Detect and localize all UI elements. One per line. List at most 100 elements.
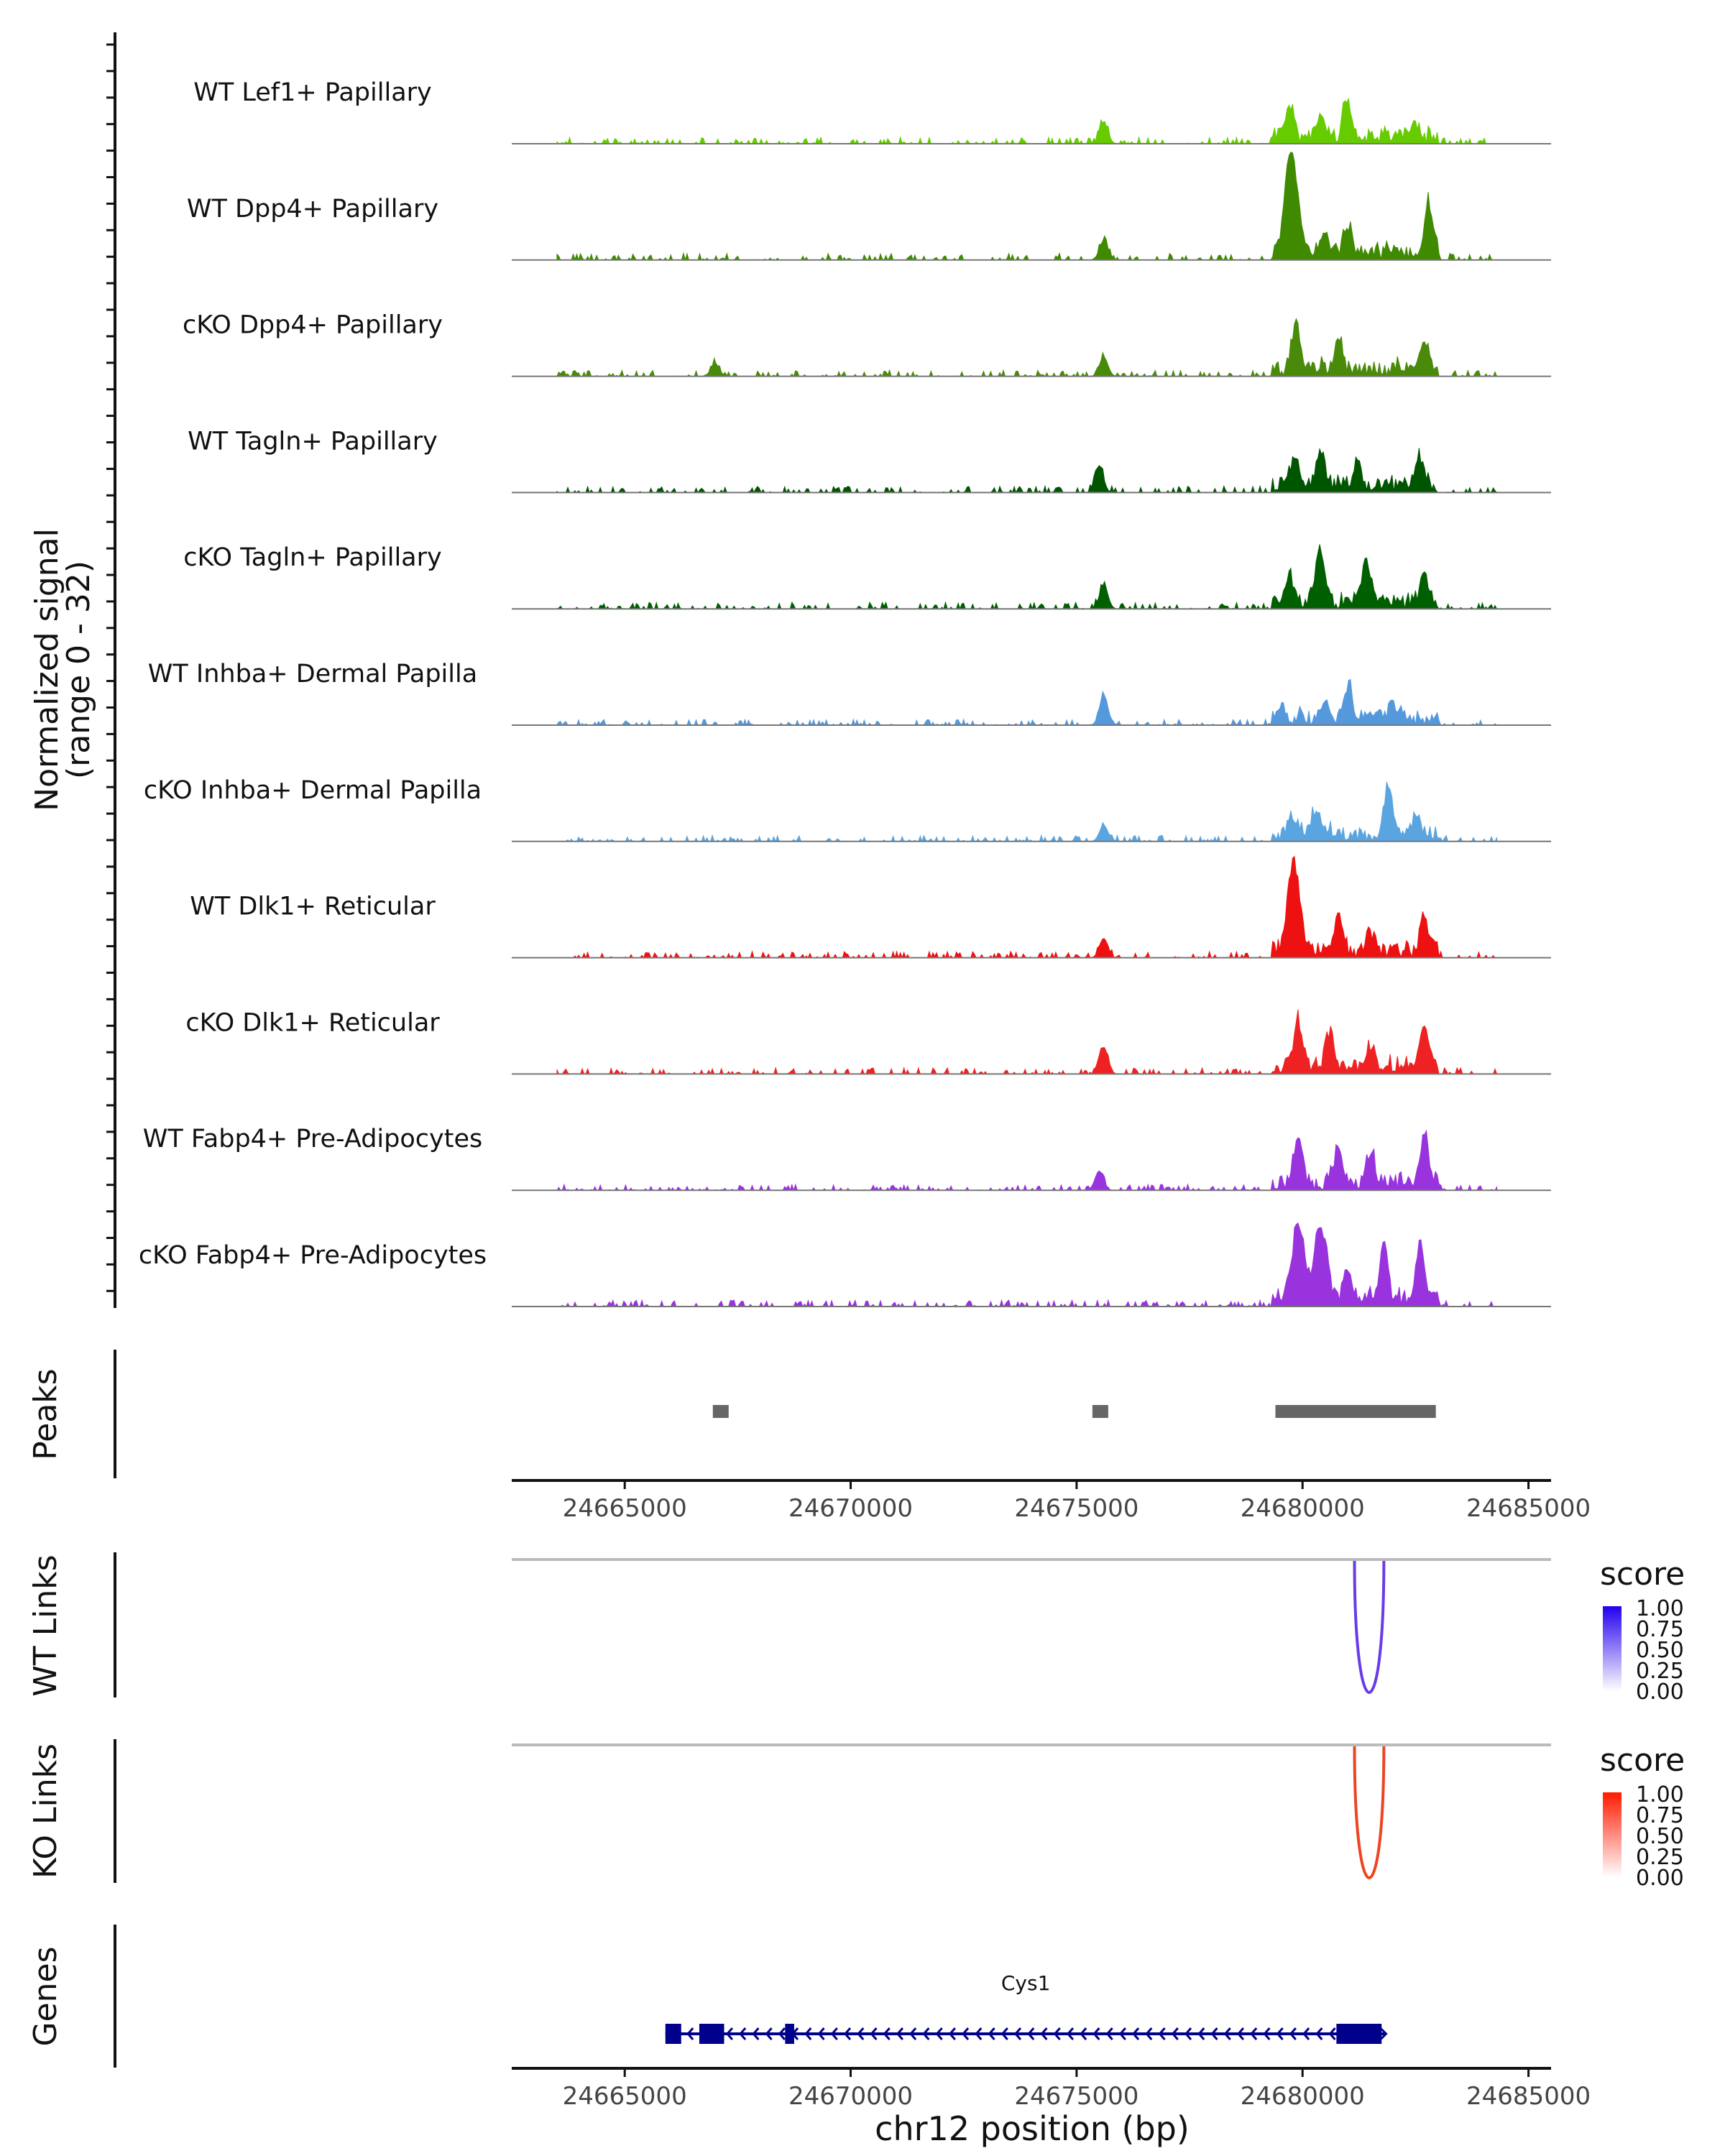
- ko-legend-colorbar: [1603, 1792, 1622, 1877]
- track-label-2: WT Dpp4+ Papillary: [187, 195, 438, 224]
- strand-arrow: [1105, 2027, 1113, 2040]
- ko-link-arc: [1353, 1746, 1386, 1879]
- gene-exon-2: [699, 2024, 724, 2044]
- track-label-9: cKO Dlk1+ Reticular: [185, 1008, 440, 1037]
- strand-arrow: [1315, 2027, 1323, 2040]
- x-ticks-top: 24665000 24670000 24675000 24680000 24685000: [563, 1480, 1591, 1523]
- strand-arrow: [1014, 2027, 1022, 2040]
- coverage-track-4: WT Tagln+ Papillary: [188, 427, 1551, 494]
- genes-label: Genes: [27, 1946, 64, 2046]
- strand-arrow: [883, 2027, 891, 2040]
- gene-model-cys1: [665, 2024, 1388, 2044]
- strand-arrow: [870, 2027, 878, 2040]
- track-label-6: WT Inhba+ Dermal Papilla: [148, 660, 477, 688]
- strand-arrow: [1118, 2027, 1126, 2040]
- strand-arrow: [1263, 2027, 1271, 2040]
- x-tick-label-top-4: 24680000: [1241, 1494, 1365, 1523]
- x-tick-label-bottom-4: 24680000: [1241, 2082, 1365, 2111]
- strand-arrow: [1197, 2027, 1205, 2040]
- ko-legend-tick-1: 0.75: [1636, 1803, 1684, 1828]
- ko-legend-title: score: [1600, 1742, 1685, 1779]
- x-axis-title: chr12 position (bp): [875, 2109, 1190, 2148]
- wt-links-panel: WT Links score 1.00 0.75 0.50 0.25 0.00: [27, 1552, 1685, 1705]
- strand-arrow: [1250, 2027, 1258, 2040]
- x-tick-label-bottom-5: 24685000: [1466, 2082, 1591, 2111]
- strand-arrow: [1080, 2027, 1087, 2040]
- strand-arrow: [1158, 2027, 1166, 2040]
- x-tick-label-bottom-3: 24675000: [1014, 2082, 1138, 2111]
- strand-arrow: [725, 2027, 734, 2040]
- wt-legend-tick-3: 0.25: [1636, 1659, 1684, 1684]
- track-label-11: cKO Fabp4+ Pre-Adipocytes: [139, 1241, 487, 1270]
- peak-region-1: [712, 1405, 729, 1418]
- strand-arrow: [909, 2027, 917, 2040]
- ko-legend-tick-4: 0.00: [1636, 1866, 1684, 1891]
- coverage-area-6: [556, 678, 1499, 727]
- coverage-area-11: [556, 1222, 1497, 1308]
- peak-regions: [712, 1405, 1436, 1418]
- coverage-tracks: WT Lef1+ Papillary WT Dpp4+ Papillary cKO …: [139, 78, 1551, 1308]
- wt-link-arc: [1353, 1560, 1386, 1694]
- coverage-track-9: cKO Dlk1+ Reticular: [185, 1008, 1551, 1075]
- gene-name-label: Cys1: [1001, 1971, 1051, 1995]
- ko-legend-tick-0: 1.00: [1636, 1782, 1684, 1807]
- coverage-area-2: [556, 152, 1497, 262]
- coverage-area-3: [556, 318, 1498, 378]
- strand-arrow: [988, 2027, 995, 2040]
- coverage-track-1: WT Lef1+ Papillary: [193, 78, 1551, 145]
- strand-arrow: [1184, 2027, 1192, 2040]
- track-label-7: cKO Inhba+ Dermal Papilla: [144, 776, 482, 805]
- coverage-area-10: [556, 1129, 1498, 1192]
- strand-arrow: [1027, 2027, 1035, 2040]
- genes-panel: Genes Cys1 24665000 24670000 24675000 24680…: [27, 1925, 1591, 2148]
- strand-arrow: [962, 2027, 970, 2040]
- coverage-ylabel-line1: Normalized signal: [29, 528, 65, 811]
- gene-exon-4: [1336, 2024, 1382, 2044]
- peak-region-3: [1275, 1405, 1436, 1418]
- track-label-10: WT Fabp4+ Pre-Adipocytes: [143, 1125, 482, 1153]
- coverage-area-9: [556, 1009, 1498, 1075]
- strand-arrow: [1223, 2027, 1231, 2040]
- wt-legend-title: score: [1600, 1556, 1685, 1593]
- gene-exon-3: [785, 2024, 794, 2044]
- wt-legend-tick-4: 0.00: [1636, 1680, 1684, 1705]
- coverage-y-ticks: [106, 43, 115, 1292]
- strand-arrow: [686, 2027, 694, 2040]
- track-label-4: WT Tagln+ Papillary: [188, 427, 438, 456]
- x-tick-label-top-5: 24685000: [1466, 1494, 1591, 1523]
- strand-arrow: [1040, 2027, 1048, 2040]
- strand-arrow: [975, 2027, 983, 2040]
- strand-arrow: [1302, 2027, 1310, 2040]
- strand-arrow: [1289, 2027, 1297, 2040]
- x-tick-label-top-2: 24670000: [788, 1494, 913, 1523]
- strand-arrow: [1276, 2027, 1284, 2040]
- track-label-5: cKO Tagln+ Papillary: [183, 543, 442, 572]
- peak-region-2: [1092, 1405, 1108, 1418]
- strand-arrow: [765, 2027, 773, 2040]
- gene-end-arrow: [1376, 2024, 1388, 2044]
- strand-arrow: [857, 2027, 865, 2040]
- strand-arrow: [804, 2027, 812, 2040]
- coverage-panel: Normalized signal (range 0 - 32) WT Lef1…: [29, 32, 1551, 1308]
- strand-arrow: [1053, 2027, 1061, 2040]
- coverage-area-8: [556, 855, 1497, 959]
- ko-legend-tick-3: 0.25: [1636, 1845, 1684, 1870]
- coverage-track-10: WT Fabp4+ Pre-Adipocytes: [143, 1125, 1551, 1192]
- strand-arrow: [752, 2027, 760, 2040]
- strand-arrow: [843, 2027, 852, 2040]
- x-tick-label-top-1: 24665000: [563, 1494, 687, 1523]
- coverage-track-2: WT Dpp4+ Papillary: [187, 152, 1551, 262]
- wt-links-legend: score 1.00 0.75 0.50 0.25 0.00: [1600, 1556, 1685, 1705]
- track-label-8: WT Dlk1+ Reticular: [190, 893, 436, 921]
- strand-arrow: [948, 2027, 956, 2040]
- wt-legend-colorbar: [1603, 1606, 1622, 1691]
- ko-links-label: KO Links: [27, 1743, 64, 1879]
- coverage-track-7: cKO Inhba+ Dermal Papilla: [144, 776, 1551, 843]
- wt-legend-tick-2: 0.50: [1636, 1638, 1684, 1663]
- strand-arrow: [1171, 2027, 1179, 2040]
- strand-arrow: [739, 2027, 747, 2040]
- strand-arrow: [1328, 2027, 1336, 2040]
- coverage-area-4: [556, 447, 1498, 494]
- strand-arrow: [935, 2027, 943, 2040]
- coverage-area-7: [556, 781, 1498, 843]
